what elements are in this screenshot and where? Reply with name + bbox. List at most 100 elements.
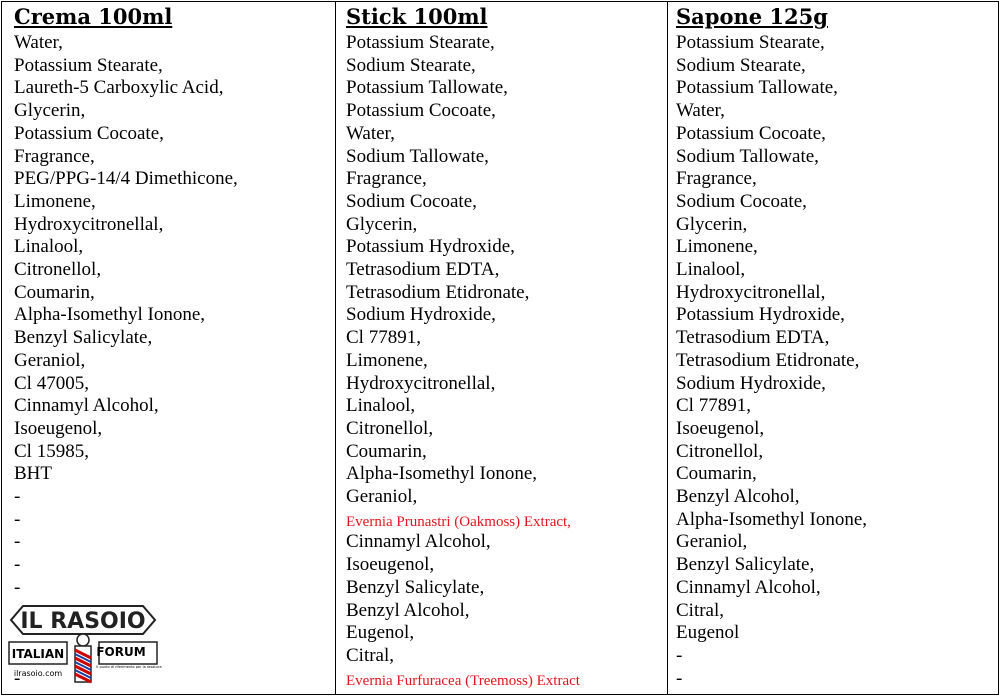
ingredient: Water, bbox=[676, 100, 725, 122]
ingredient: Cl 47005, bbox=[14, 372, 89, 394]
ingredient: Isoeugenol, bbox=[14, 417, 103, 439]
logo-right: FORUM bbox=[96, 645, 145, 659]
ingredient: Benzyl Salicylate, bbox=[676, 554, 815, 576]
ingredient: Water, bbox=[14, 32, 63, 53]
ingredient: Evernia Furfuracea (Treemoss) Extract bbox=[346, 672, 580, 689]
ingredient: Geraniol, bbox=[676, 531, 748, 553]
logo: IL RASOIO ITALIAN FORUM Il punto di rife… bbox=[8, 605, 162, 684]
ingredient: Sodium Stearate, bbox=[676, 54, 806, 76]
ingredient: Sodium Tallowate, bbox=[346, 145, 489, 167]
ingredient: Benzyl Salicylate, bbox=[346, 576, 485, 598]
ingredient: Alpha-Isomethyl Ionone, bbox=[14, 304, 206, 326]
ingredient: Cl 15985, bbox=[14, 440, 89, 462]
ingredient: Sodium Stearate, bbox=[346, 54, 476, 76]
ingredient: Fragrance, bbox=[346, 168, 427, 190]
column-header: Sapone 125g bbox=[676, 4, 828, 29]
ingredient: Potassium Cocoate, bbox=[676, 122, 826, 144]
ingredient: Sodium Tallowate, bbox=[676, 145, 819, 167]
ingredient: Sodium Cocoate, bbox=[676, 190, 807, 212]
column-header: Crema 100ml bbox=[14, 4, 173, 29]
ingredient: Geraniol, bbox=[346, 486, 418, 507]
ingredient: Alpha-Isomethyl Ionone, bbox=[676, 508, 868, 530]
pole-stripes bbox=[74, 653, 92, 679]
ingredient: Limonene, bbox=[14, 190, 96, 212]
ingredient: Linalool, bbox=[346, 395, 416, 417]
ingredient: Cinnamyl Alcohol, bbox=[676, 576, 821, 598]
ingredient: Cinnamyl Alcohol, bbox=[346, 531, 491, 553]
ingredient: Alpha-Isomethyl Ionone, bbox=[346, 463, 538, 485]
ingredient: Hydroxycitronellal, bbox=[14, 213, 164, 235]
ingredient: - bbox=[14, 576, 21, 598]
ingredient: Cl 77891, bbox=[676, 395, 751, 417]
ingredient: Limonene, bbox=[676, 236, 758, 258]
ingredient: Hydroxycitronellal, bbox=[676, 281, 826, 303]
ingredient: Eugenol bbox=[676, 622, 740, 644]
ingredient: Coumarin, bbox=[676, 463, 757, 485]
logo-url: ilrasoio.com bbox=[14, 669, 63, 678]
ingredient: PEG/PPG-14/4 Dimethicone, bbox=[14, 168, 238, 190]
ingredient: Evernia Prunastri (Oakmoss) Extract, bbox=[346, 513, 571, 530]
ingredient: Water, bbox=[346, 122, 395, 144]
ingredient: Tetrasodium EDTA, bbox=[676, 327, 830, 349]
ingredient: - bbox=[676, 667, 683, 689]
ingredient: Potassium Cocoate, bbox=[14, 122, 164, 144]
ingredient: Glycerin, bbox=[14, 100, 86, 122]
logo-box bbox=[8, 641, 68, 665]
logo-title: IL RASOIO bbox=[20, 609, 145, 634]
ingredient: Isoeugenol, bbox=[676, 417, 765, 439]
ingredient: Cinnamyl Alcohol, bbox=[14, 395, 159, 417]
ingredient: Potassium Tallowate, bbox=[346, 77, 508, 99]
ingredient: Potassium Hydroxide, bbox=[676, 304, 845, 326]
ingredient: - bbox=[14, 667, 21, 689]
ingredient: Potassium Stearate, bbox=[14, 54, 163, 76]
ingredient: Potassium Hydroxide, bbox=[346, 236, 515, 258]
column-divider bbox=[667, 1, 668, 695]
ingredient: Linalool, bbox=[14, 236, 84, 258]
ingredient: - bbox=[14, 554, 21, 576]
ingredient: Citronellol, bbox=[346, 417, 434, 439]
ingredient: Tetrasodium EDTA, bbox=[346, 259, 500, 280]
ingredient: Sodium Hydroxide, bbox=[676, 372, 826, 394]
ingredient: Potassium Cocoate, bbox=[346, 100, 496, 122]
ingredient: Citral, bbox=[676, 599, 725, 621]
ingredient: Tetrasodium Etidronate, bbox=[676, 349, 860, 371]
ingredient: Benzyl Alcohol, bbox=[676, 486, 800, 507]
ingredient: Coumarin, bbox=[14, 281, 95, 303]
ingredient: Isoeugenol, bbox=[346, 554, 435, 576]
logo-left: ITALIAN bbox=[12, 647, 64, 661]
ingredient: Geraniol, bbox=[14, 349, 86, 371]
column-header: Stick 100ml bbox=[346, 4, 488, 29]
ingredient: Tetrasodium Etidronate, bbox=[346, 281, 530, 303]
ingredient: Laureth-5 Carboxylic Acid, bbox=[14, 77, 224, 99]
ingredient: BHT bbox=[14, 463, 52, 485]
ingredient: Citronellol, bbox=[676, 440, 764, 462]
ingredient: Eugenol, bbox=[346, 622, 415, 644]
ingredient: Fragrance, bbox=[676, 168, 757, 190]
ingredient: - bbox=[14, 486, 21, 507]
ingredient: Linalool, bbox=[676, 259, 746, 280]
pole-top bbox=[76, 633, 90, 647]
ingredient: Citronellol, bbox=[14, 259, 102, 280]
ingredient: Cl 77891, bbox=[346, 327, 421, 349]
ingredient: Glycerin, bbox=[346, 213, 418, 235]
ingredient: Potassium Stearate, bbox=[676, 32, 825, 53]
ingredient: Hydroxycitronellal, bbox=[346, 372, 496, 394]
ingredient: Limonene, bbox=[346, 349, 428, 371]
ingredient: Sodium Cocoate, bbox=[346, 190, 477, 212]
ingredient: - bbox=[14, 531, 21, 553]
logo-tagline: Il punto di riferimento per la rasatura bbox=[96, 665, 161, 669]
ingredient: Potassium Tallowate, bbox=[676, 77, 838, 99]
ingredient: Coumarin, bbox=[346, 440, 427, 462]
column-divider bbox=[335, 1, 336, 695]
ingredient: Glycerin, bbox=[676, 213, 748, 235]
pole-stripes bbox=[74, 648, 92, 684]
ingredient: - bbox=[676, 644, 683, 666]
ingredient: Benzyl Alcohol, bbox=[346, 599, 470, 621]
logo-box bbox=[98, 641, 158, 665]
logo-banner bbox=[9, 605, 157, 635]
ingredient: Citral, bbox=[346, 644, 395, 666]
ingredient: - bbox=[14, 508, 21, 530]
ingredient: Fragrance, bbox=[14, 145, 95, 167]
